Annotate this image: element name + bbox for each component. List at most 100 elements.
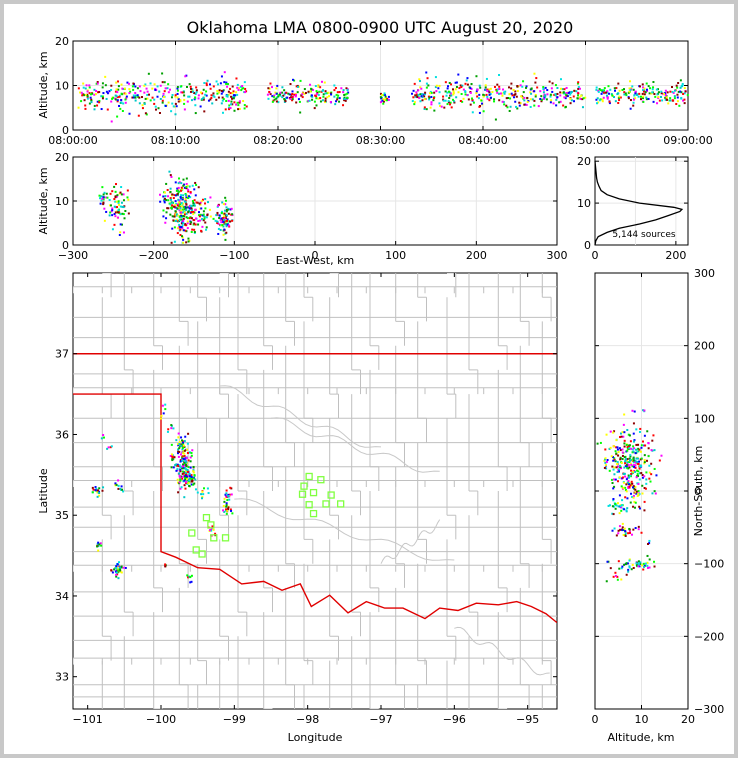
plan-view-source (121, 488, 124, 491)
time-height-source (202, 96, 205, 99)
plan-view-source (116, 573, 119, 576)
time-height-source (235, 91, 238, 94)
ew-height-source (173, 215, 176, 218)
time-height-source (418, 78, 421, 81)
time-height-source (101, 95, 104, 98)
time-height-source (423, 95, 426, 98)
height-ns-source (624, 486, 627, 489)
time-height-source (519, 84, 522, 87)
height-ns-source (625, 443, 628, 446)
ew-height-source (181, 224, 184, 227)
height-ns-source (632, 464, 635, 467)
time-height-source (526, 100, 529, 103)
height-ns-source (623, 508, 626, 511)
time-height-source (529, 105, 532, 108)
height-ns-source (612, 468, 615, 471)
plan-view-source (191, 449, 194, 452)
time-height-source (617, 92, 620, 95)
height-ns-source (623, 431, 626, 434)
time-height-source (271, 86, 274, 89)
ew-height-source (169, 198, 172, 201)
ew-height-source (188, 217, 191, 220)
time-height-source (128, 112, 131, 115)
time-height-source (627, 91, 630, 94)
lma-station-marker (300, 482, 308, 490)
time-height-source (242, 100, 245, 103)
plan-view-source (214, 532, 217, 535)
height-ns-source (628, 527, 631, 530)
time-height-source (417, 93, 420, 96)
plan-view-source (180, 439, 183, 442)
time-height-source (618, 89, 621, 92)
plan-view-source (230, 487, 233, 490)
ew-height-xtick-label: −100 (219, 249, 249, 262)
time-height-source (172, 105, 175, 108)
ew-height-source (177, 188, 180, 191)
time-height-source (153, 83, 156, 86)
ew-height-source (181, 220, 184, 223)
time-height-source (235, 77, 238, 80)
time-height-source (287, 92, 290, 95)
height-ns-xtick-label: 10 (635, 713, 649, 726)
time-height-source (116, 96, 119, 99)
ew-height-source (218, 214, 221, 217)
time-height-source (449, 101, 452, 104)
plan-view-source (91, 486, 94, 489)
time-height-source (563, 88, 566, 91)
plan-view-source (228, 498, 231, 501)
ew-height-source (111, 207, 114, 210)
plan-view-source (177, 436, 180, 439)
plan-view-source (99, 542, 102, 545)
plan-view-xtick-label: −97 (369, 713, 392, 726)
time-height-source (478, 105, 481, 108)
plan-view-source (181, 470, 184, 473)
height-ns-source (625, 459, 628, 462)
time-height-source (457, 91, 460, 94)
figure: Oklahoma LMA 0800-0900 UTC August 20, 20… (4, 4, 734, 754)
height-ns-source (648, 471, 651, 474)
time-height-source (683, 98, 686, 101)
time-height-source (189, 85, 192, 88)
time-height-source (93, 104, 96, 107)
ew-height-source (174, 194, 177, 197)
time-height-source (558, 101, 561, 104)
time-height-source (324, 97, 327, 100)
lma-stations (188, 472, 345, 558)
height-ns-source (633, 506, 636, 509)
height-ns-source (614, 478, 617, 481)
time-height-source (226, 85, 229, 88)
ew-height-source (103, 191, 106, 194)
plan-view-source (115, 573, 118, 576)
ew-height-source (113, 213, 116, 216)
ew-height-source (169, 187, 172, 190)
time-height-source (90, 98, 93, 101)
height-ns-source (618, 567, 621, 570)
ew-height-source (190, 217, 193, 220)
height-ns-source (638, 493, 641, 496)
time-height-source (174, 113, 177, 116)
time-height-source (94, 93, 97, 96)
time-height-source (639, 95, 642, 98)
time-height-source (148, 93, 151, 96)
time-height-source (496, 88, 499, 91)
ew-height-xtick-label: −300 (58, 249, 88, 262)
ew-height-source (205, 228, 208, 231)
plan-view-source (176, 463, 179, 466)
ew-height-source (105, 192, 108, 195)
plan-view-source (91, 491, 94, 494)
time-height-source (240, 89, 243, 92)
time-height-source (642, 90, 645, 93)
plan-view-source (211, 525, 214, 528)
time-height-source (420, 95, 423, 98)
time-height-source (187, 95, 190, 98)
plan-view-source (118, 566, 121, 569)
time-height-source (221, 96, 224, 99)
ew-height-source (167, 195, 170, 198)
height-ns-source (643, 475, 646, 478)
time-height-source (564, 105, 567, 108)
time-height-source (561, 88, 564, 91)
plan-view-source (201, 490, 204, 493)
time-height-source (533, 104, 536, 107)
height-ns-source (611, 529, 614, 532)
time-height-source (636, 93, 639, 96)
